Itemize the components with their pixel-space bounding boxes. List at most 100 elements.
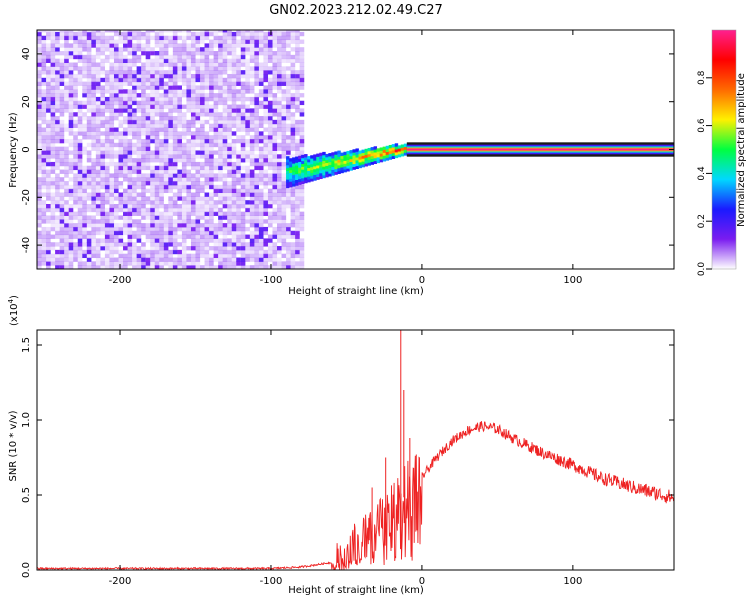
- heatmap-cell: [328, 167, 332, 171]
- heatmap-cell: [59, 223, 65, 228]
- heatmap-cell: [222, 43, 228, 48]
- heatmap-cell: [263, 154, 269, 159]
- heatmap-cell: [123, 104, 128, 109]
- heatmap-cell: [263, 116, 269, 121]
- heatmap-cell: [113, 165, 119, 171]
- heatmap-cell: [82, 242, 87, 247]
- heatmap-cell: [267, 104, 273, 109]
- heatmap-cell: [195, 253, 201, 259]
- heatmap-cell: [286, 182, 290, 186]
- heatmap-cell: [136, 158, 142, 163]
- heatmap-cell: [145, 35, 151, 41]
- heatmap-cell: [331, 157, 335, 162]
- heatmap-cell: [77, 35, 83, 41]
- heatmap-cell: [361, 163, 365, 168]
- heatmap-cell: [73, 43, 78, 48]
- heatmap-cell: [286, 31, 291, 37]
- heatmap-cell: [77, 192, 83, 197]
- heatmap-cell: [136, 253, 142, 259]
- heatmap-cell: [295, 119, 300, 125]
- heatmap-cell: [236, 154, 241, 159]
- heatmap-cell: [132, 77, 137, 83]
- heatmap-cell: [254, 177, 259, 182]
- heatmap-cell: [295, 77, 300, 83]
- heatmap-cell: [245, 257, 250, 262]
- heatmap-cell: [277, 211, 282, 216]
- heatmap-cell: [286, 161, 290, 166]
- heatmap-cell: [145, 119, 151, 125]
- heatmap-cell: [145, 257, 151, 262]
- heatmap-cell: [37, 135, 42, 140]
- heatmap-cell: [352, 166, 356, 170]
- heatmap-cell: [209, 135, 214, 140]
- heatmap-cell: [292, 163, 296, 167]
- heatmap-cell: [159, 173, 164, 178]
- heatmap-cell: [200, 154, 205, 159]
- heatmap-cell: [104, 138, 110, 144]
- heatmap-cell: [159, 223, 164, 228]
- heatmap-cell: [379, 153, 384, 157]
- heatmap-cell: [195, 85, 201, 90]
- x-tick-label: -100: [260, 275, 283, 286]
- heatmap-cell: [299, 146, 305, 151]
- heatmap-cell: [249, 39, 255, 44]
- heatmap-cell: [145, 127, 151, 132]
- heatmap-cell: [127, 31, 133, 37]
- heatmap-cell: [263, 226, 269, 232]
- heatmap-cell: [190, 238, 196, 243]
- heatmap-cell: [267, 161, 273, 167]
- heatmap-cell: [181, 54, 187, 60]
- heatmap-cell: [204, 119, 210, 125]
- heatmap-cell: [55, 85, 60, 90]
- heatmap-cell: [50, 215, 56, 220]
- heatmap-cell: [127, 219, 133, 224]
- heatmap-cell: [77, 154, 83, 159]
- heatmap-cell: [290, 35, 296, 41]
- heatmap-cell: [281, 116, 287, 121]
- heatmap-cell: [104, 58, 110, 64]
- heatmap-cell: [64, 104, 69, 109]
- heatmap-cell: [209, 173, 214, 178]
- heatmap-cell: [109, 230, 115, 236]
- heatmap-cell: [267, 242, 273, 247]
- heatmap-cell: [37, 200, 42, 205]
- heatmap-cell: [267, 108, 273, 113]
- heatmap-cell: [218, 93, 223, 98]
- heatmap-cell: [227, 173, 232, 178]
- heatmap-cell: [236, 181, 241, 186]
- heatmap-cell: [159, 85, 164, 90]
- heatmap-cell: [295, 168, 299, 172]
- heatmap-cell: [37, 47, 42, 52]
- heatmap-cell: [172, 161, 178, 167]
- heatmap-cell: [258, 161, 264, 167]
- heatmap-cell: [343, 166, 347, 170]
- heatmap-cell: [141, 104, 146, 109]
- heatmap-cell: [41, 66, 47, 71]
- heatmap-cell: [177, 35, 182, 41]
- heatmap-cell: [113, 257, 119, 262]
- heatmap-cell: [46, 70, 51, 75]
- heatmap-cell: [204, 142, 210, 148]
- heatmap-cell: [254, 165, 259, 171]
- heatmap-cell: [136, 93, 142, 98]
- heatmap-cell: [272, 104, 278, 109]
- heatmap-cell: [136, 184, 142, 190]
- heatmap-cell: [295, 154, 300, 159]
- heatmap-cell: [200, 138, 205, 144]
- heatmap-cell: [141, 47, 146, 52]
- heatmap-cell: [195, 169, 201, 174]
- heatmap-cell: [154, 96, 160, 102]
- heatmap-cell: [295, 170, 299, 175]
- heatmap-cell: [249, 161, 255, 167]
- heatmap-cell: [100, 261, 105, 266]
- heatmap-cell: [204, 211, 210, 216]
- heatmap-cell: [104, 116, 110, 121]
- heatmap-cell: [218, 226, 223, 232]
- heatmap-cell: [118, 257, 124, 262]
- heatmap-cell: [213, 246, 219, 251]
- heatmap-cell: [55, 154, 60, 159]
- heatmap-cell: [388, 150, 393, 155]
- heatmap-cell: [209, 142, 214, 148]
- heatmap-cell: [218, 215, 223, 220]
